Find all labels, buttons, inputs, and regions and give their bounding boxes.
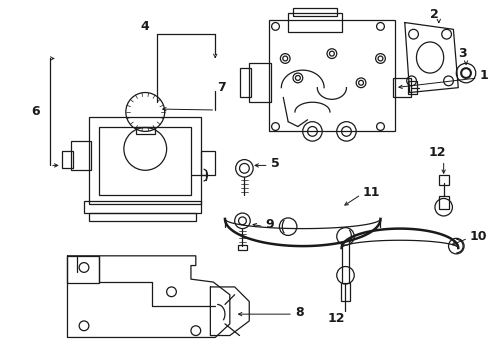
Bar — [99, 126, 190, 195]
Text: 12: 12 — [427, 146, 445, 159]
Bar — [135, 126, 155, 134]
Bar — [239, 68, 251, 97]
Bar — [237, 245, 247, 250]
Bar — [67, 256, 99, 283]
Bar — [392, 78, 410, 97]
Text: 11: 11 — [362, 186, 380, 199]
Text: 10: 10 — [469, 230, 487, 243]
Bar — [292, 8, 336, 16]
Bar — [89, 117, 200, 204]
Text: 9: 9 — [265, 218, 274, 231]
Bar — [249, 63, 270, 102]
Bar — [61, 151, 73, 168]
Text: 1: 1 — [479, 68, 488, 81]
Bar — [71, 141, 91, 170]
Bar — [438, 195, 447, 209]
Text: 8: 8 — [294, 306, 303, 319]
Text: 12: 12 — [327, 311, 345, 324]
Text: 2: 2 — [428, 8, 437, 21]
Text: 5: 5 — [270, 157, 279, 170]
Bar — [407, 81, 417, 94]
Bar — [84, 201, 200, 213]
Bar — [268, 19, 394, 131]
Bar — [89, 213, 195, 221]
Text: 7: 7 — [217, 81, 225, 94]
Bar — [438, 175, 447, 185]
Text: 3: 3 — [457, 47, 466, 60]
Bar — [340, 283, 349, 301]
Bar — [287, 13, 341, 32]
Text: 4: 4 — [141, 20, 149, 33]
Bar — [200, 151, 215, 175]
Text: 6: 6 — [32, 105, 40, 118]
